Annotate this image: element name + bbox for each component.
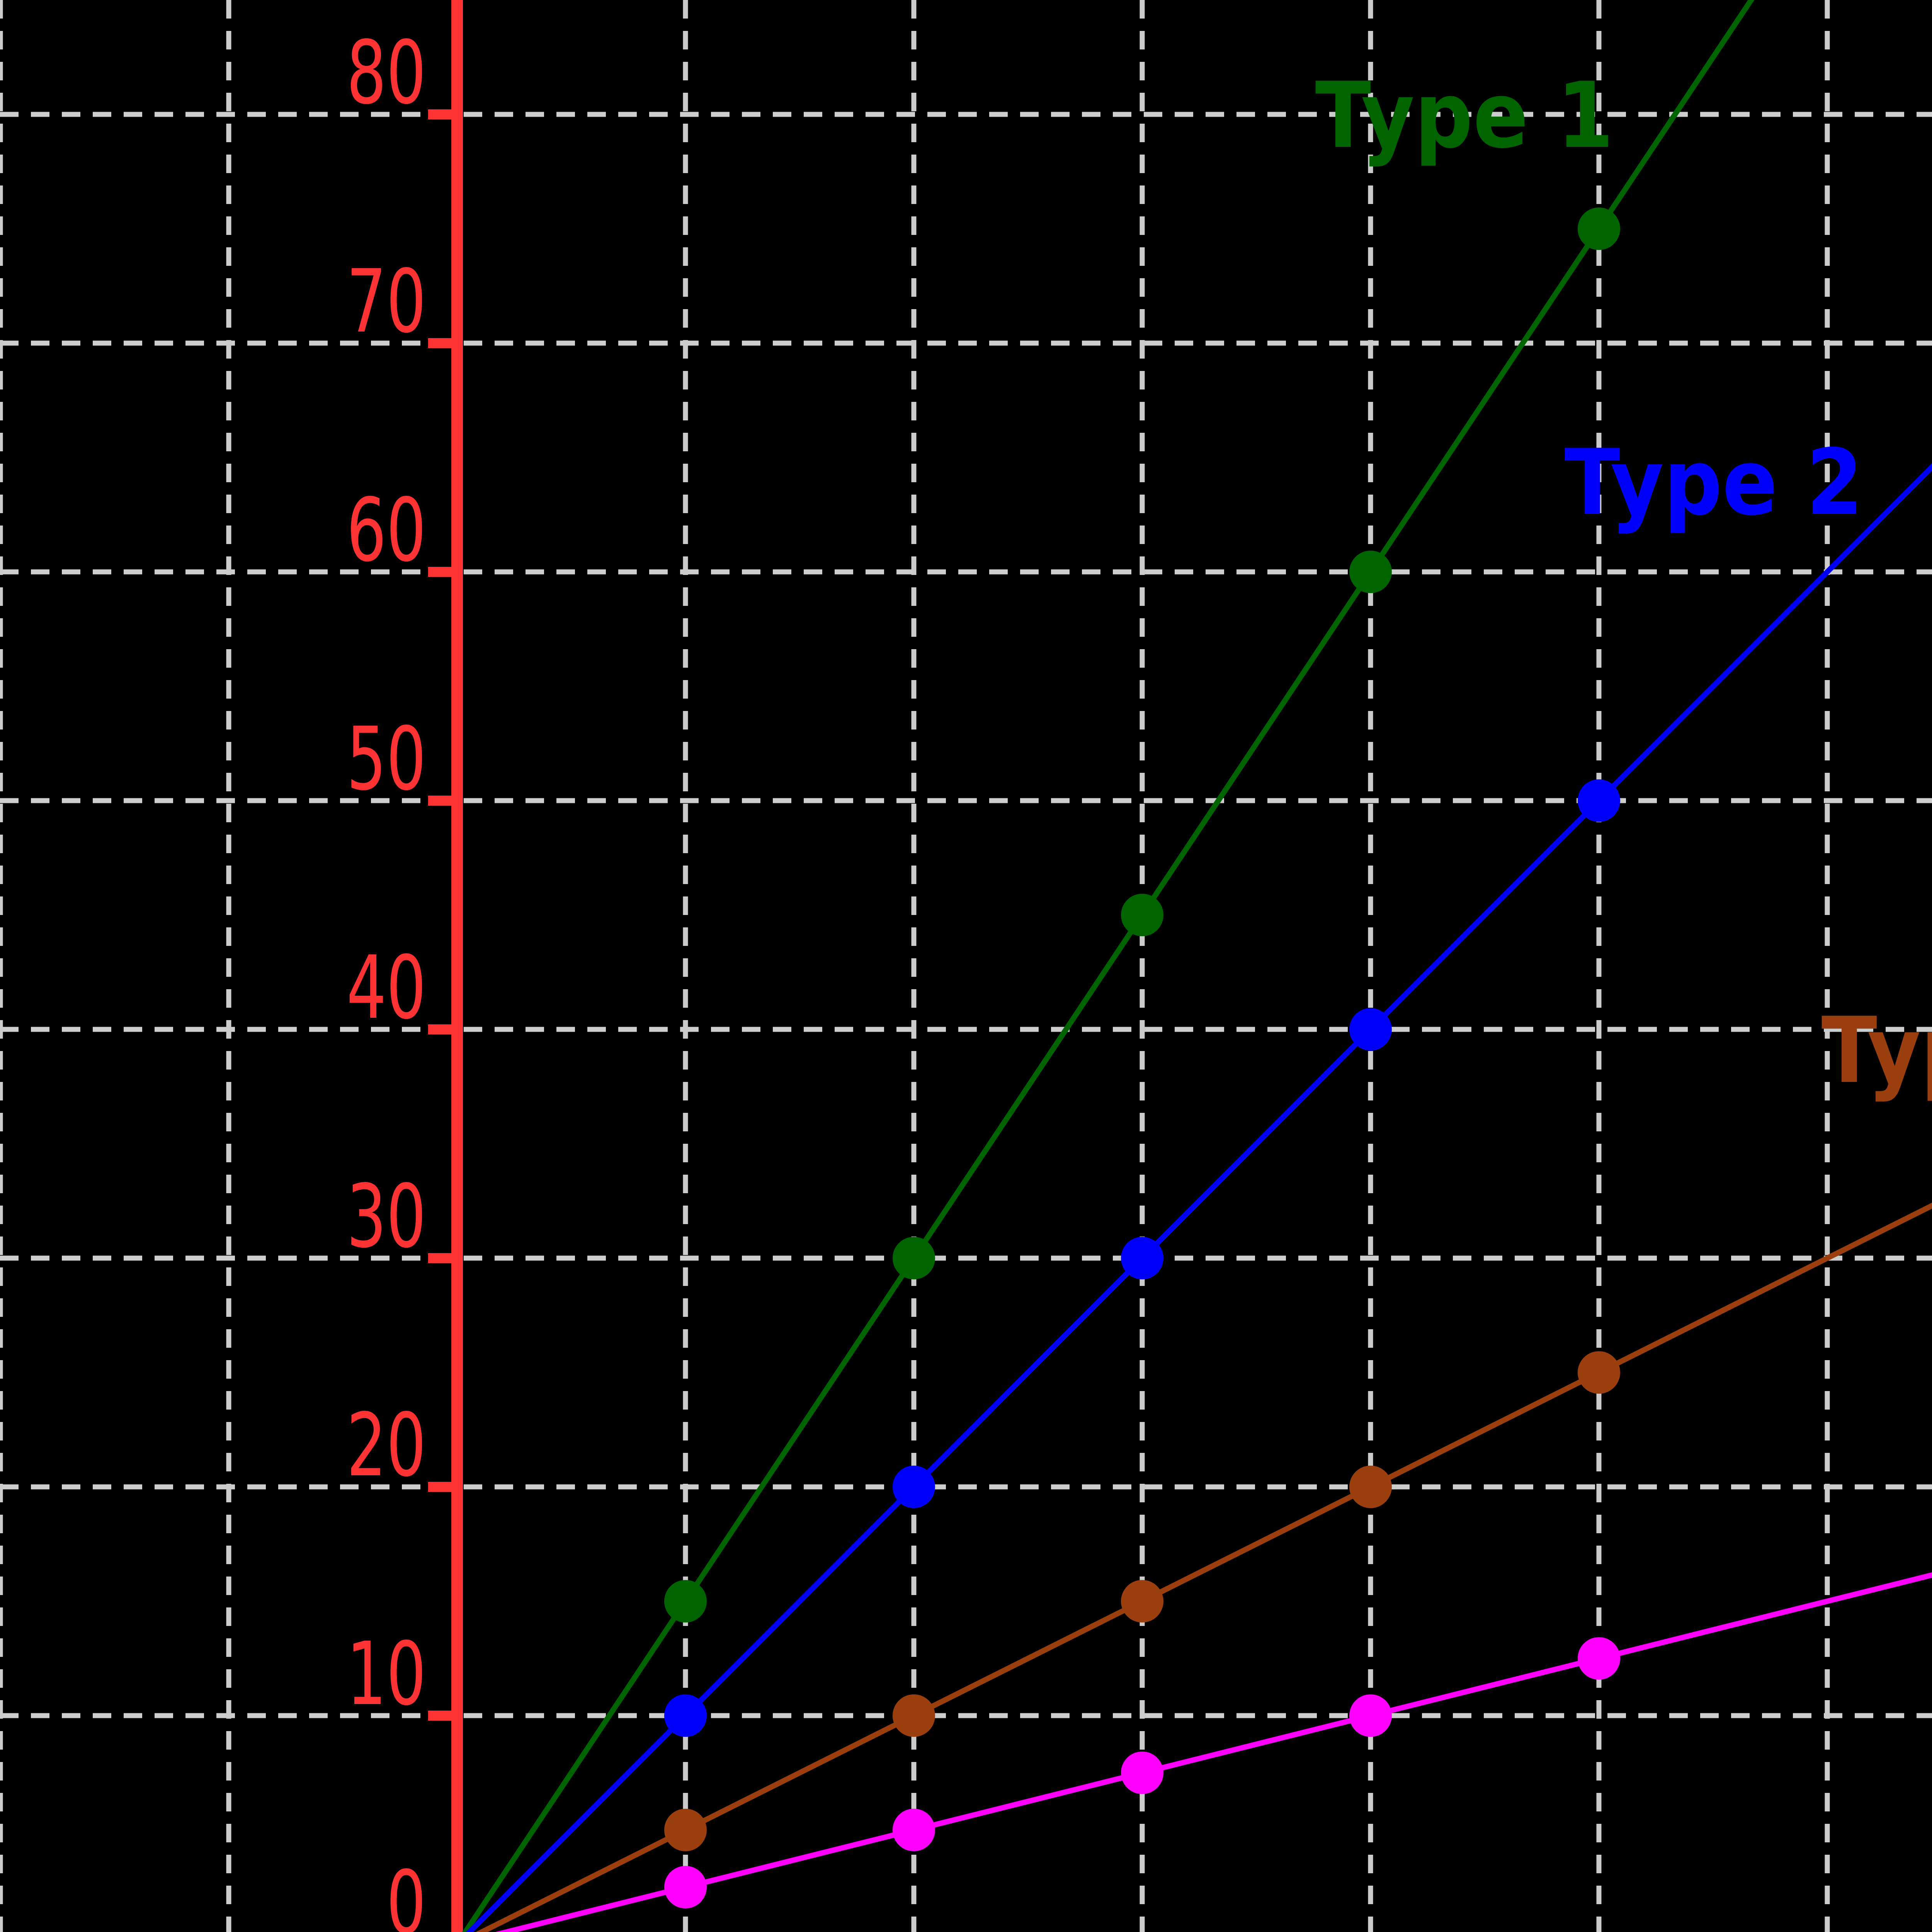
data-point-type-2 xyxy=(1578,779,1620,822)
data-point-type-4 xyxy=(1349,1694,1392,1737)
y-tick-label: 20 xyxy=(347,1395,426,1496)
data-point-type-1 xyxy=(893,1237,935,1279)
data-point-type-3 xyxy=(1349,1466,1392,1508)
series-label-type-3: Type 3 xyxy=(1821,997,1932,1103)
data-point-type-3 xyxy=(1578,1351,1620,1394)
y-tick-label: 80 xyxy=(347,22,426,124)
data-point-type-2 xyxy=(1121,1237,1163,1279)
data-point-type-2 xyxy=(893,1466,935,1508)
data-point-type-4 xyxy=(893,1809,935,1851)
data-point-type-4 xyxy=(664,1866,707,1908)
data-point-type-3 xyxy=(1121,1580,1163,1622)
series-label-type-1: Type 1 xyxy=(1315,62,1614,168)
data-point-type-3 xyxy=(893,1694,935,1737)
y-tick-label: 60 xyxy=(347,480,426,581)
data-point-type-1 xyxy=(664,1580,707,1622)
y-tick-label: 40 xyxy=(347,937,426,1039)
series-label-type-2: Type 2 xyxy=(1565,429,1863,535)
data-point-type-4 xyxy=(1121,1752,1163,1794)
y-tick-label: 50 xyxy=(347,709,426,810)
data-point-type-2 xyxy=(664,1694,707,1737)
data-point-type-1 xyxy=(1578,207,1620,250)
data-point-type-1 xyxy=(1349,551,1392,593)
data-point-type-4 xyxy=(1578,1637,1620,1680)
data-point-type-1 xyxy=(1121,894,1163,936)
data-point-type-2 xyxy=(1349,1008,1392,1051)
data-point-type-3 xyxy=(664,1809,707,1851)
y-tick-label: 10 xyxy=(347,1624,426,1725)
y-tick-label: 0 xyxy=(386,1852,426,1932)
y-tick-label: 70 xyxy=(347,251,426,352)
y-tick-label: 30 xyxy=(347,1166,426,1267)
